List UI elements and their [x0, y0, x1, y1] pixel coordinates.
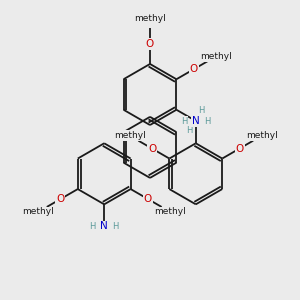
Text: methyl: methyl — [246, 131, 278, 140]
Text: N: N — [192, 116, 200, 126]
Text: O: O — [56, 194, 64, 204]
Text: methyl: methyl — [134, 14, 166, 23]
Text: H: H — [89, 222, 96, 231]
Text: methyl: methyl — [200, 52, 232, 61]
Text: methyl: methyl — [22, 208, 54, 217]
Text: O: O — [236, 143, 244, 154]
Text: O: O — [190, 64, 198, 74]
Text: H: H — [187, 126, 193, 135]
Text: O: O — [146, 39, 154, 49]
Text: O: O — [144, 194, 152, 204]
Text: N: N — [192, 116, 200, 126]
Text: N: N — [100, 221, 108, 231]
Text: methyl: methyl — [114, 131, 146, 140]
Text: H: H — [204, 117, 211, 126]
Text: H: H — [112, 222, 119, 231]
Text: H: H — [198, 106, 205, 115]
Text: H: H — [181, 117, 188, 126]
Text: methyl: methyl — [154, 208, 186, 217]
Text: O: O — [148, 143, 156, 154]
